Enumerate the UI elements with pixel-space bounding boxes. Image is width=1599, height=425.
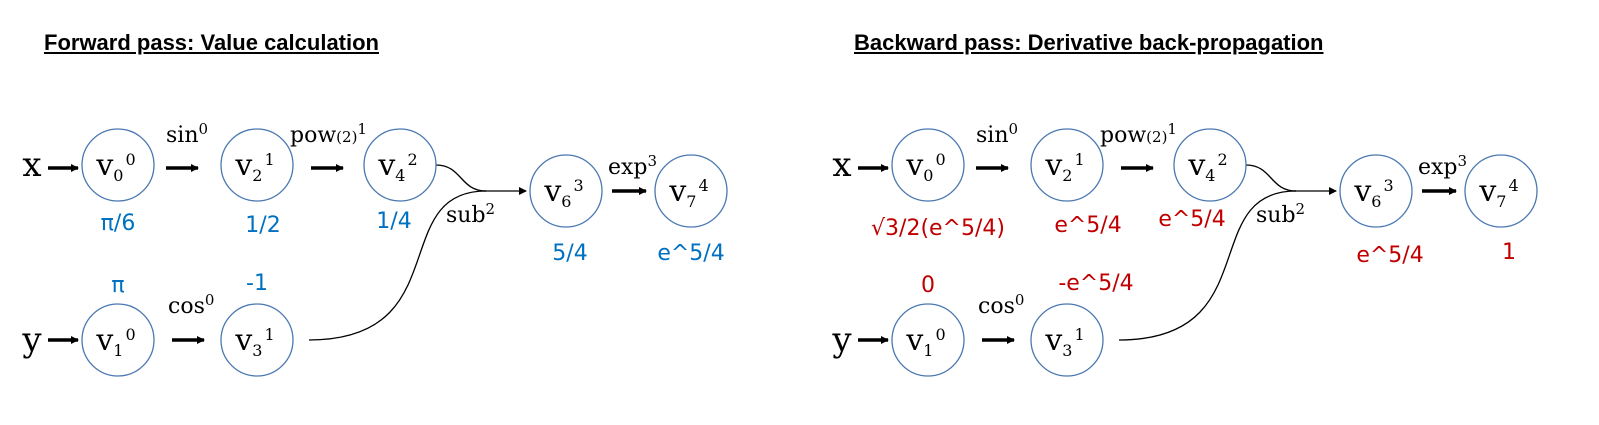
node-v1-circle: [891, 303, 965, 377]
node-v3-value: -e^5/4: [1058, 271, 1133, 296]
node-v1-value: 0: [921, 273, 935, 298]
node-v6-value: e^5/4: [1356, 243, 1423, 268]
node-v1-value: π: [111, 273, 124, 298]
op-pow-label: pow(2)1: [1100, 120, 1177, 148]
edge-v4-to-sub: [435, 164, 487, 192]
op-exp-label: exp3: [608, 152, 657, 180]
node-v7-value: e^5/4: [657, 241, 724, 266]
backward-pass-graph: x y v00 √3/2(e^5/4) v10 0 v21 e^5/4 v31 -e^5/4 v42…: [831, 120, 1538, 377]
op-sin-label: sin0: [166, 120, 208, 148]
node-v6-label: v63: [1353, 174, 1393, 211]
forward-pass-graph: x y v00 π/6 v10 π v21 1/2 v31 -1 v42 1/4 v63 5/4 v74 e^…: [21, 120, 728, 377]
edge-v3-to-sub: [308, 190, 487, 341]
edge-v3-to-sub: [1118, 190, 1297, 341]
forward-pass-title: Forward pass: Value calculation: [44, 30, 379, 55]
input-x: x: [22, 145, 41, 185]
edge-v4-to-sub: [1245, 164, 1297, 192]
node-v2-circle: [220, 128, 294, 202]
op-cos-label: cos0: [978, 291, 1024, 319]
input-x: x: [832, 145, 851, 185]
node-v2-circle: [1030, 128, 1104, 202]
node-v3-circle: [1030, 303, 1104, 377]
node-v4-label: v42: [1187, 148, 1227, 185]
node-v0-value: √3/2(e^5/4): [871, 216, 1005, 241]
node-v2-label: v21: [1044, 148, 1084, 185]
op-exp-label: exp3: [1418, 152, 1467, 180]
op-cos-label: cos0: [168, 291, 214, 319]
node-v1-label: v10: [905, 323, 945, 360]
op-sub-label: sub2: [1256, 200, 1305, 228]
node-v6-circle: [1339, 154, 1413, 228]
node-v2-value: e^5/4: [1054, 213, 1121, 238]
node-v6-circle: [529, 154, 603, 228]
node-v4-label: v42: [377, 148, 417, 185]
node-v3-label: v31: [1044, 323, 1084, 360]
node-v2-value: 1/2: [245, 213, 280, 238]
node-v7-label: v74: [1478, 174, 1518, 211]
node-v3-value: -1: [246, 271, 268, 296]
node-v2-label: v21: [234, 148, 274, 185]
op-pow-label: pow(2)1: [290, 120, 367, 148]
input-y: y: [831, 320, 852, 360]
node-v4-value: 1/4: [376, 209, 411, 234]
node-v0-value: π/6: [101, 211, 136, 236]
op-sin-label: sin0: [976, 120, 1018, 148]
node-v0-label: v00: [95, 148, 135, 185]
node-v1-label: v10: [95, 323, 135, 360]
node-v4-circle: [363, 128, 437, 202]
node-v0-label: v00: [905, 148, 945, 185]
node-v7-value: 1: [1502, 240, 1516, 265]
node-v3-circle: [220, 303, 294, 377]
node-v3-label: v31: [234, 323, 274, 360]
node-v0-circle: [891, 128, 965, 202]
node-v7-label: v74: [668, 174, 708, 211]
node-v0-circle: [81, 128, 155, 202]
backward-pass-title: Backward pass: Derivative back-propagati…: [854, 30, 1324, 55]
node-v6-value: 5/4: [552, 241, 587, 266]
node-v6-label: v63: [543, 174, 583, 211]
node-v4-circle: [1173, 128, 1247, 202]
node-v4-value: e^5/4: [1158, 207, 1225, 232]
node-v1-circle: [81, 303, 155, 377]
node-v7-circle: [654, 154, 728, 228]
node-v7-circle: [1464, 154, 1538, 228]
op-sub-label: sub2: [446, 200, 495, 228]
input-y: y: [21, 320, 42, 360]
